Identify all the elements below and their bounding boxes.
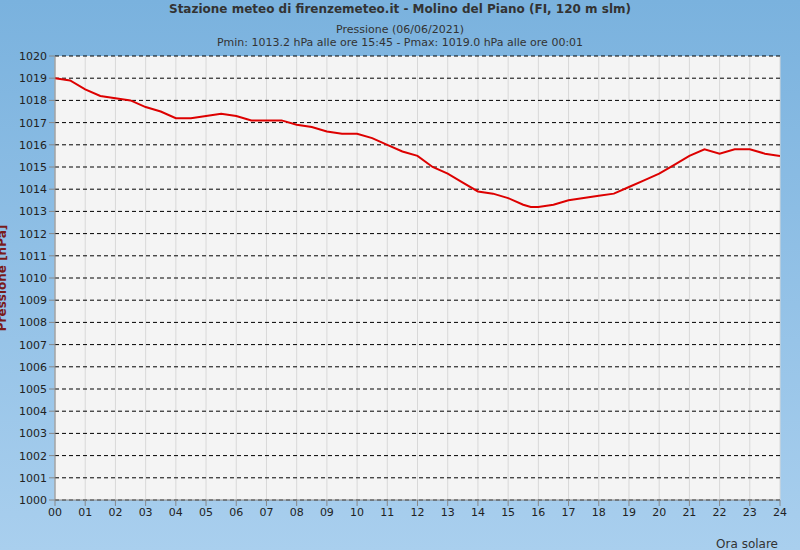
svg-text:1011: 1011 [19,250,47,263]
html-text:Stazione meteo di firenzemeteo: Stazione meteo di firenzemeteo.it - Moli… [169,2,631,16]
svg-text:03: 03 [139,506,153,519]
svg-text:1006: 1006 [19,361,47,374]
svg-text:1015: 1015 [19,161,47,174]
svg-text:14: 14 [471,506,485,519]
svg-text:1001: 1001 [19,472,47,485]
svg-text:Ora solare: Ora solare [716,537,778,550]
svg-text:19: 19 [622,506,636,519]
svg-text:23: 23 [743,506,757,519]
svg-text:1013: 1013 [19,205,47,218]
svg-text:05: 05 [199,506,213,519]
svg-text:1002: 1002 [19,450,47,463]
svg-text:13: 13 [441,506,455,519]
svg-text:15: 15 [501,506,515,519]
svg-text:04: 04 [169,506,183,519]
svg-text:1004: 1004 [19,405,47,418]
svg-text:1003: 1003 [19,427,47,440]
html-text:Pressione (06/06/2021): Pressione (06/06/2021) [336,23,464,36]
svg-text:12: 12 [411,506,425,519]
svg-text:20: 20 [652,506,666,519]
svg-text:1020: 1020 [19,50,47,63]
svg-text:16: 16 [531,506,545,519]
svg-text:1010: 1010 [19,272,47,285]
svg-text:07: 07 [259,506,273,519]
svg-text:1008: 1008 [19,316,47,329]
svg-text:1018: 1018 [19,94,47,107]
svg-text:00: 00 [48,506,62,519]
svg-text:06: 06 [229,506,243,519]
svg-text:10: 10 [350,506,364,519]
svg-text:1000: 1000 [19,494,47,507]
svg-text:21: 21 [682,506,696,519]
svg-text:1009: 1009 [19,294,47,307]
html-text:Pmin: 1013.2 hPa alle ore 15:4: Pmin: 1013.2 hPa alle ore 15:45 - Pmax: … [216,36,584,49]
svg-text:1016: 1016 [19,139,47,152]
svg-text:09: 09 [320,506,334,519]
svg-text:08: 08 [290,506,304,519]
svg-text:24: 24 [773,506,787,519]
svg-text:1007: 1007 [19,339,47,352]
svg-text:02: 02 [108,506,122,519]
svg-text:18: 18 [592,506,606,519]
svg-text:11: 11 [380,506,394,519]
svg-text:1005: 1005 [19,383,47,396]
svg-text:01: 01 [78,506,92,519]
svg-text:1014: 1014 [19,183,47,196]
svg-text:1019: 1019 [19,72,47,85]
svg-text:1012: 1012 [19,228,47,241]
svg-text:Pressione [hPa]: Pressione [hPa] [8,225,9,331]
svg-text:1017: 1017 [19,117,47,130]
svg-text:17: 17 [562,506,576,519]
svg-text:22: 22 [713,506,727,519]
